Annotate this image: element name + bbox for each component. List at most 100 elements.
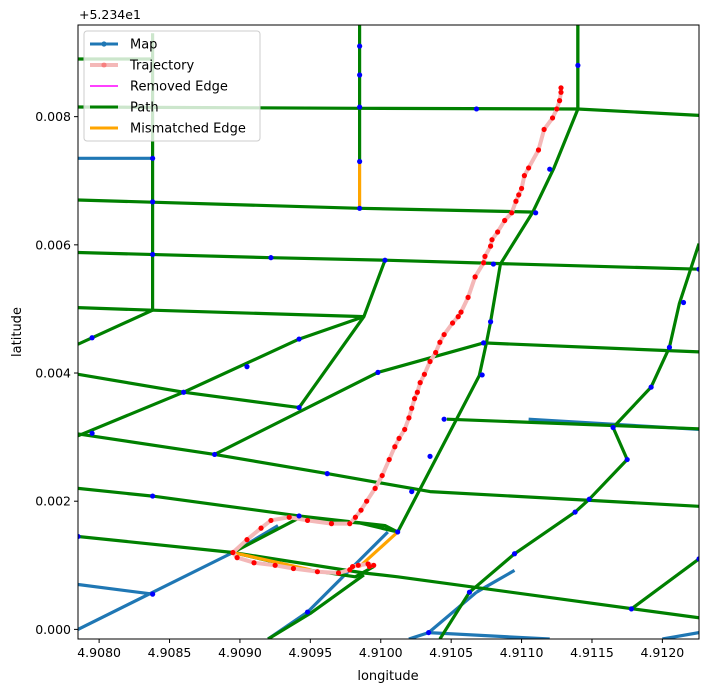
- legend-label-map: Map: [130, 38, 157, 53]
- mismatched-edge-2: [232, 550, 311, 572]
- x-tick-label-6: 4.9110: [500, 645, 544, 660]
- map-node-13: [533, 210, 539, 216]
- trajectory-point-18: [480, 260, 487, 266]
- trajectory-point-7: [526, 165, 532, 171]
- map-node-20: [296, 405, 302, 411]
- trajectory-point-39: [372, 485, 378, 491]
- x-tick-label-4: 4.9100: [359, 645, 403, 660]
- legend-label-trajectory: Trajectory: [129, 59, 194, 74]
- trajectory-point-49: [244, 537, 250, 543]
- map-node-10: [268, 255, 274, 261]
- trajectory-point-41: [358, 507, 364, 513]
- trajectory-point-52: [251, 560, 257, 566]
- trajectory-point-55: [314, 569, 320, 575]
- trajectory-point-26: [433, 349, 439, 356]
- map-node-42: [466, 589, 473, 595]
- x-tick-label-2: 4.9090: [218, 645, 262, 660]
- trajectory-point-23: [449, 320, 456, 326]
- trajectory-point-3: [554, 106, 560, 112]
- trajectory-point-34: [402, 426, 408, 433]
- trajectory-point-2: [556, 98, 563, 104]
- trajectory-point-29: [417, 380, 423, 386]
- map-node-25: [427, 453, 433, 459]
- trajectory-point-17: [482, 253, 488, 259]
- y-tick-label-0: 0.000: [35, 622, 71, 637]
- trajectory-point-31: [411, 396, 418, 402]
- trajectory-point-24: [441, 331, 447, 338]
- map-edge-6: [408, 631, 430, 639]
- x-tick-label-8: 4.9120: [641, 645, 685, 660]
- y-tick-label-1: 0.002: [35, 494, 71, 509]
- map-node-8: [150, 199, 156, 205]
- trajectory-point-58: [349, 563, 356, 570]
- map-node-19: [244, 364, 250, 370]
- trajectory-point-0: [558, 85, 564, 91]
- map-node-33: [696, 266, 699, 272]
- trajectory-point-12: [509, 210, 515, 216]
- map-node-16: [89, 335, 95, 341]
- map-node-11: [382, 257, 388, 263]
- y-axis-label: latitude: [10, 307, 25, 357]
- trajectory-point-54: [290, 565, 297, 572]
- map-node-27: [324, 471, 330, 477]
- legend-label-path: Path: [130, 101, 159, 116]
- map-node-41: [511, 551, 518, 557]
- map-node-23: [480, 340, 487, 346]
- legend-label-mismatched: Mismatched Edge: [130, 122, 246, 137]
- trajectory-point-35: [396, 435, 402, 441]
- x-tick-label-5: 4.9105: [429, 645, 473, 660]
- legend: Map Trajectory Removed Edge Path Mismatched …: [83, 30, 261, 142]
- x-tick-label-3: 4.9095: [288, 645, 332, 660]
- trajectory-point-5: [541, 126, 547, 133]
- trajectory-point-45: [304, 517, 311, 524]
- map-node-47: [304, 609, 311, 615]
- path-edge-22: [630, 557, 699, 611]
- trajectory-point-43: [347, 521, 353, 527]
- trajectory-point-11: [513, 198, 519, 204]
- map-node-3: [473, 106, 480, 112]
- trajectory-point-42: [352, 514, 359, 520]
- y-tick-label-2: 0.004: [35, 366, 71, 381]
- axes-layer: 4.9080 4.9085 4.9090 4.9095 4.9100 4.9105 4.91…: [35, 109, 684, 660]
- map-node-38: [624, 456, 630, 463]
- map-node-36: [648, 384, 654, 390]
- trajectory-point-10: [516, 192, 522, 198]
- trajectory-point-1: [558, 89, 564, 95]
- trajectory-point-50: [230, 549, 236, 556]
- path-edge-11: [297, 315, 366, 409]
- trajectory-point-44: [328, 521, 335, 527]
- map-node-5: [357, 158, 363, 165]
- legend-label-removed: Removed Edge: [130, 80, 228, 95]
- map-node-4: [575, 62, 581, 68]
- map-edge-11: [662, 631, 699, 639]
- trajectory-point-13: [502, 217, 508, 224]
- map-node-37: [610, 424, 616, 431]
- map-node-26: [409, 488, 415, 495]
- legend-marker-trajectory: [101, 62, 107, 68]
- trajectory-point-20: [465, 294, 471, 300]
- map-node-31: [296, 513, 302, 519]
- trajectory-point-4: [549, 115, 556, 121]
- trajectory-point-36: [392, 444, 398, 450]
- trajectory-point-14: [495, 229, 501, 235]
- y-offset-label: +5.234e1: [79, 7, 141, 22]
- trajectory-point-33: [406, 415, 412, 421]
- trajectory-point-46: [286, 514, 292, 520]
- path-edge-18: [232, 516, 399, 554]
- map-edge-1: [78, 582, 153, 596]
- map-node-9: [150, 251, 156, 258]
- map-node-17: [181, 389, 187, 395]
- trajectory-point-6: [535, 147, 542, 153]
- map-node-39: [586, 496, 592, 502]
- plot-frame: [77, 24, 700, 640]
- map-edge-2: [78, 551, 234, 631]
- trajectory-point-59: [355, 562, 361, 568]
- x-tick-label-7: 4.9115: [570, 645, 614, 660]
- map-node-28: [211, 451, 218, 458]
- trajectory-point-47: [268, 517, 274, 524]
- map-node-0: [357, 43, 363, 49]
- trajectory-point-38: [379, 472, 385, 479]
- map-node-45: [150, 591, 156, 597]
- x-tick-label-1: 4.9085: [148, 645, 192, 660]
